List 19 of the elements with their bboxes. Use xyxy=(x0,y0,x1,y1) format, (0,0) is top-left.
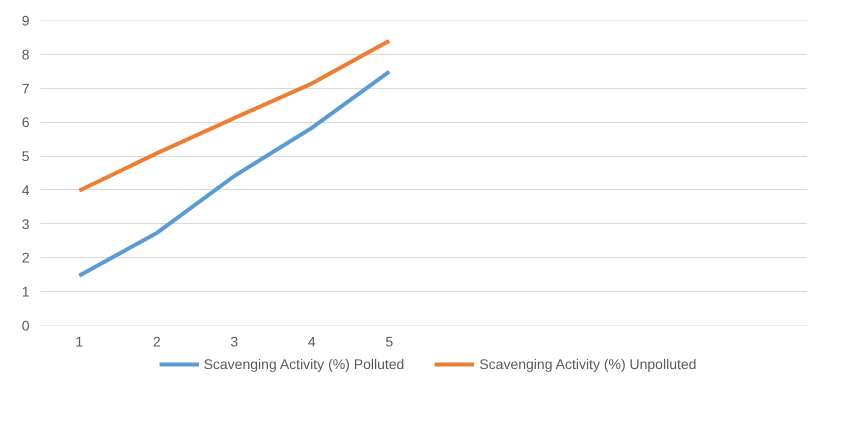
y-tick-label: 7 xyxy=(22,80,30,96)
x-tick-label: 5 xyxy=(385,334,394,350)
line-series xyxy=(77,70,392,278)
y-tick-label: 3 xyxy=(22,216,30,232)
y-tick-label: 6 xyxy=(22,114,30,130)
y-tick-label: 0 xyxy=(22,318,30,334)
y-tick-label: 8 xyxy=(22,46,30,62)
x-tick-label: 2 xyxy=(152,334,161,350)
y-tick-label: 2 xyxy=(22,250,30,266)
y-tick-label: 1 xyxy=(22,284,30,300)
x-tick-label: 3 xyxy=(230,334,238,350)
legend-label: Scavenging Activity (%) Unpolluted xyxy=(479,356,696,372)
x-tick-label: 1 xyxy=(75,334,84,350)
y-tick-label: 4 xyxy=(22,182,30,198)
y-tick-label: 5 xyxy=(22,148,30,164)
line-series xyxy=(77,38,392,193)
y-tick-label: 9 xyxy=(22,12,30,28)
x-tick-label: 4 xyxy=(308,334,316,350)
legend-label: Scavenging Activity (%) Polluted xyxy=(204,356,404,372)
